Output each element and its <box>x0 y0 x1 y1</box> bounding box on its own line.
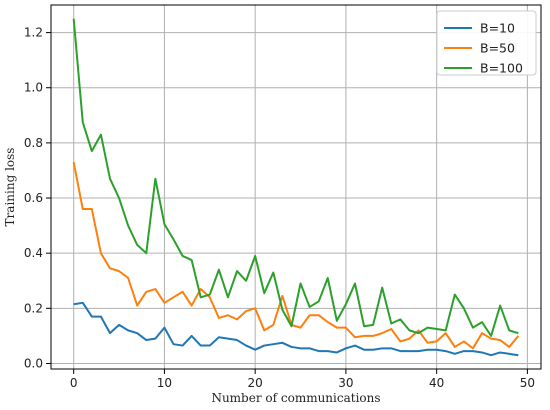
legend-label-b-10: B=10 <box>480 21 515 36</box>
x-tick-label: 0 <box>70 376 78 390</box>
y-tick-label: 1.0 <box>24 81 43 95</box>
series-line-b-100 <box>72 18 519 337</box>
axis-ticks: 0 10 20 30 40 50 0.0 0.2 0.4 0.6 0.8 1.0 1.2 <box>24 26 535 390</box>
legend-label-b-50: B=50 <box>480 41 515 56</box>
y-tick-label: 0.4 <box>24 246 43 260</box>
y-tick-label: 0.6 <box>24 191 43 205</box>
x-axis-title: Number of communications <box>211 391 380 405</box>
plot-frame <box>50 4 542 370</box>
x-tick-label: 40 <box>429 376 444 390</box>
x-tick-label: 20 <box>248 376 263 390</box>
y-tick-label: 0.8 <box>24 136 43 150</box>
y-tick-label: 0.2 <box>24 301 43 315</box>
y-tick-label: 0.0 <box>24 356 43 370</box>
legend: B=10 B=50 B=100 <box>436 10 537 76</box>
x-tick-label: 10 <box>157 376 172 390</box>
x-tick-label: 50 <box>520 376 535 390</box>
y-tick-label: 1.2 <box>24 26 43 40</box>
series-line-b-10 <box>73 301 519 357</box>
x-tick-label: 30 <box>338 376 353 390</box>
legend-label-b-100: B=100 <box>480 61 523 76</box>
y-axis-title: Training loss <box>3 148 17 227</box>
series-line-b-50 <box>72 161 520 350</box>
series-lines <box>72 18 520 357</box>
